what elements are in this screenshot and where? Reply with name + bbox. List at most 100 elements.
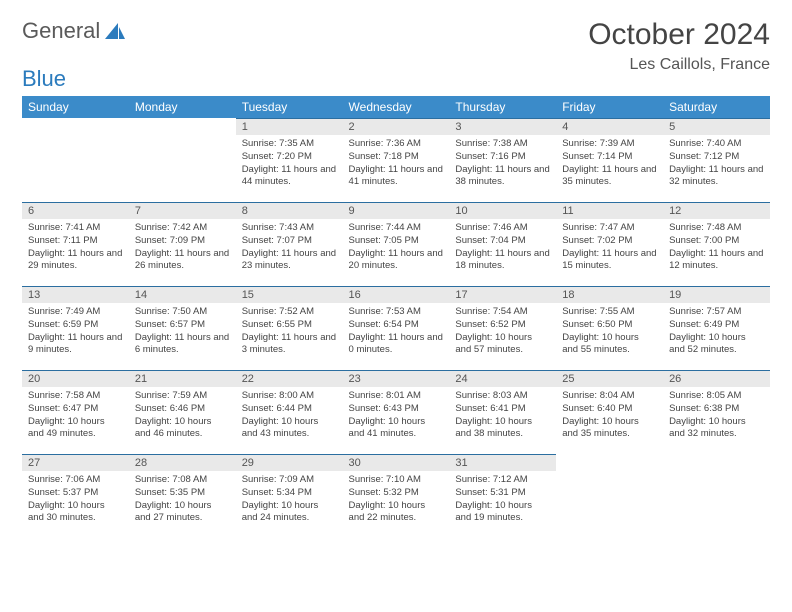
logo-text-2: Blue (22, 66, 770, 92)
day-detail: Sunrise: 7:09 AMSunset: 5:34 PMDaylight:… (236, 471, 343, 530)
day-detail: Sunrise: 7:43 AMSunset: 7:07 PMDaylight:… (236, 219, 343, 278)
calendar-cell: 27Sunrise: 7:06 AMSunset: 5:37 PMDayligh… (22, 454, 129, 538)
logo-sail-icon (105, 23, 125, 41)
calendar-cell: 1Sunrise: 7:35 AMSunset: 7:20 PMDaylight… (236, 118, 343, 202)
calendar-cell: 26Sunrise: 8:05 AMSunset: 6:38 PMDayligh… (663, 370, 770, 454)
day-detail: Sunrise: 7:47 AMSunset: 7:02 PMDaylight:… (556, 219, 663, 278)
calendar-cell: 25Sunrise: 8:04 AMSunset: 6:40 PMDayligh… (556, 370, 663, 454)
logo: General (22, 18, 127, 44)
day-number: 29 (236, 454, 343, 471)
day-number: 17 (449, 286, 556, 303)
day-header: Monday (129, 96, 236, 118)
day-number: 1 (236, 118, 343, 135)
day-number: 11 (556, 202, 663, 219)
day-number: 8 (236, 202, 343, 219)
day-number: 20 (22, 370, 129, 387)
day-number: 5 (663, 118, 770, 135)
day-number: 27 (22, 454, 129, 471)
day-number: 18 (556, 286, 663, 303)
day-number: 21 (129, 370, 236, 387)
day-number: 28 (129, 454, 236, 471)
calendar-cell: 3Sunrise: 7:38 AMSunset: 7:16 PMDaylight… (449, 118, 556, 202)
calendar-week-row: 27Sunrise: 7:06 AMSunset: 5:37 PMDayligh… (22, 454, 770, 538)
calendar-cell: 28Sunrise: 7:08 AMSunset: 5:35 PMDayligh… (129, 454, 236, 538)
day-number: 9 (343, 202, 450, 219)
calendar-cell: 15Sunrise: 7:52 AMSunset: 6:55 PMDayligh… (236, 286, 343, 370)
day-number: 6 (22, 202, 129, 219)
day-detail: Sunrise: 7:35 AMSunset: 7:20 PMDaylight:… (236, 135, 343, 194)
day-number: 23 (343, 370, 450, 387)
calendar-cell (22, 118, 129, 202)
calendar-cell: 10Sunrise: 7:46 AMSunset: 7:04 PMDayligh… (449, 202, 556, 286)
day-detail: Sunrise: 7:06 AMSunset: 5:37 PMDaylight:… (22, 471, 129, 530)
day-number: 15 (236, 286, 343, 303)
calendar-cell: 13Sunrise: 7:49 AMSunset: 6:59 PMDayligh… (22, 286, 129, 370)
calendar-table: SundayMondayTuesdayWednesdayThursdayFrid… (22, 96, 770, 538)
day-number: 13 (22, 286, 129, 303)
calendar-body: 1Sunrise: 7:35 AMSunset: 7:20 PMDaylight… (22, 118, 770, 538)
day-detail: Sunrise: 7:49 AMSunset: 6:59 PMDaylight:… (22, 303, 129, 362)
day-number: 2 (343, 118, 450, 135)
day-number: 31 (449, 454, 556, 471)
calendar-cell: 17Sunrise: 7:54 AMSunset: 6:52 PMDayligh… (449, 286, 556, 370)
day-number: 25 (556, 370, 663, 387)
calendar-cell (556, 454, 663, 538)
day-number: 30 (343, 454, 450, 471)
calendar-cell: 21Sunrise: 7:59 AMSunset: 6:46 PMDayligh… (129, 370, 236, 454)
day-detail: Sunrise: 7:42 AMSunset: 7:09 PMDaylight:… (129, 219, 236, 278)
calendar-cell: 29Sunrise: 7:09 AMSunset: 5:34 PMDayligh… (236, 454, 343, 538)
day-number: 3 (449, 118, 556, 135)
day-detail: Sunrise: 7:59 AMSunset: 6:46 PMDaylight:… (129, 387, 236, 446)
calendar-week-row: 13Sunrise: 7:49 AMSunset: 6:59 PMDayligh… (22, 286, 770, 370)
day-header-row: SundayMondayTuesdayWednesdayThursdayFrid… (22, 96, 770, 118)
day-detail: Sunrise: 7:46 AMSunset: 7:04 PMDaylight:… (449, 219, 556, 278)
day-header: Saturday (663, 96, 770, 118)
day-number: 12 (663, 202, 770, 219)
calendar-week-row: 20Sunrise: 7:58 AMSunset: 6:47 PMDayligh… (22, 370, 770, 454)
calendar-cell: 4Sunrise: 7:39 AMSunset: 7:14 PMDaylight… (556, 118, 663, 202)
day-header: Thursday (449, 96, 556, 118)
day-detail: Sunrise: 7:44 AMSunset: 7:05 PMDaylight:… (343, 219, 450, 278)
day-detail: Sunrise: 7:52 AMSunset: 6:55 PMDaylight:… (236, 303, 343, 362)
day-detail: Sunrise: 8:04 AMSunset: 6:40 PMDaylight:… (556, 387, 663, 446)
calendar-cell: 24Sunrise: 8:03 AMSunset: 6:41 PMDayligh… (449, 370, 556, 454)
calendar-cell: 20Sunrise: 7:58 AMSunset: 6:47 PMDayligh… (22, 370, 129, 454)
day-number: 26 (663, 370, 770, 387)
day-detail: Sunrise: 7:39 AMSunset: 7:14 PMDaylight:… (556, 135, 663, 194)
day-header: Tuesday (236, 96, 343, 118)
calendar-cell: 16Sunrise: 7:53 AMSunset: 6:54 PMDayligh… (343, 286, 450, 370)
calendar-week-row: 1Sunrise: 7:35 AMSunset: 7:20 PMDaylight… (22, 118, 770, 202)
calendar-cell: 14Sunrise: 7:50 AMSunset: 6:57 PMDayligh… (129, 286, 236, 370)
day-detail: Sunrise: 8:05 AMSunset: 6:38 PMDaylight:… (663, 387, 770, 446)
day-number: 10 (449, 202, 556, 219)
calendar-cell: 12Sunrise: 7:48 AMSunset: 7:00 PMDayligh… (663, 202, 770, 286)
calendar-week-row: 6Sunrise: 7:41 AMSunset: 7:11 PMDaylight… (22, 202, 770, 286)
calendar-cell: 30Sunrise: 7:10 AMSunset: 5:32 PMDayligh… (343, 454, 450, 538)
day-number: 24 (449, 370, 556, 387)
calendar-cell: 19Sunrise: 7:57 AMSunset: 6:49 PMDayligh… (663, 286, 770, 370)
day-number: 16 (343, 286, 450, 303)
day-number: 14 (129, 286, 236, 303)
day-detail: Sunrise: 7:58 AMSunset: 6:47 PMDaylight:… (22, 387, 129, 446)
day-detail: Sunrise: 7:36 AMSunset: 7:18 PMDaylight:… (343, 135, 450, 194)
day-detail: Sunrise: 8:01 AMSunset: 6:43 PMDaylight:… (343, 387, 450, 446)
calendar-cell: 7Sunrise: 7:42 AMSunset: 7:09 PMDaylight… (129, 202, 236, 286)
logo-text-1: General (22, 18, 100, 44)
calendar-cell (663, 454, 770, 538)
calendar-cell: 5Sunrise: 7:40 AMSunset: 7:12 PMDaylight… (663, 118, 770, 202)
day-detail: Sunrise: 7:54 AMSunset: 6:52 PMDaylight:… (449, 303, 556, 362)
calendar-cell: 9Sunrise: 7:44 AMSunset: 7:05 PMDaylight… (343, 202, 450, 286)
day-detail: Sunrise: 7:57 AMSunset: 6:49 PMDaylight:… (663, 303, 770, 362)
calendar-cell: 31Sunrise: 7:12 AMSunset: 5:31 PMDayligh… (449, 454, 556, 538)
calendar-cell: 22Sunrise: 8:00 AMSunset: 6:44 PMDayligh… (236, 370, 343, 454)
day-detail: Sunrise: 7:12 AMSunset: 5:31 PMDaylight:… (449, 471, 556, 530)
day-detail: Sunrise: 7:55 AMSunset: 6:50 PMDaylight:… (556, 303, 663, 362)
calendar-cell: 11Sunrise: 7:47 AMSunset: 7:02 PMDayligh… (556, 202, 663, 286)
day-detail: Sunrise: 8:03 AMSunset: 6:41 PMDaylight:… (449, 387, 556, 446)
calendar-cell: 18Sunrise: 7:55 AMSunset: 6:50 PMDayligh… (556, 286, 663, 370)
day-detail: Sunrise: 7:10 AMSunset: 5:32 PMDaylight:… (343, 471, 450, 530)
day-header: Friday (556, 96, 663, 118)
day-number: 7 (129, 202, 236, 219)
day-detail: Sunrise: 7:38 AMSunset: 7:16 PMDaylight:… (449, 135, 556, 194)
day-number: 4 (556, 118, 663, 135)
